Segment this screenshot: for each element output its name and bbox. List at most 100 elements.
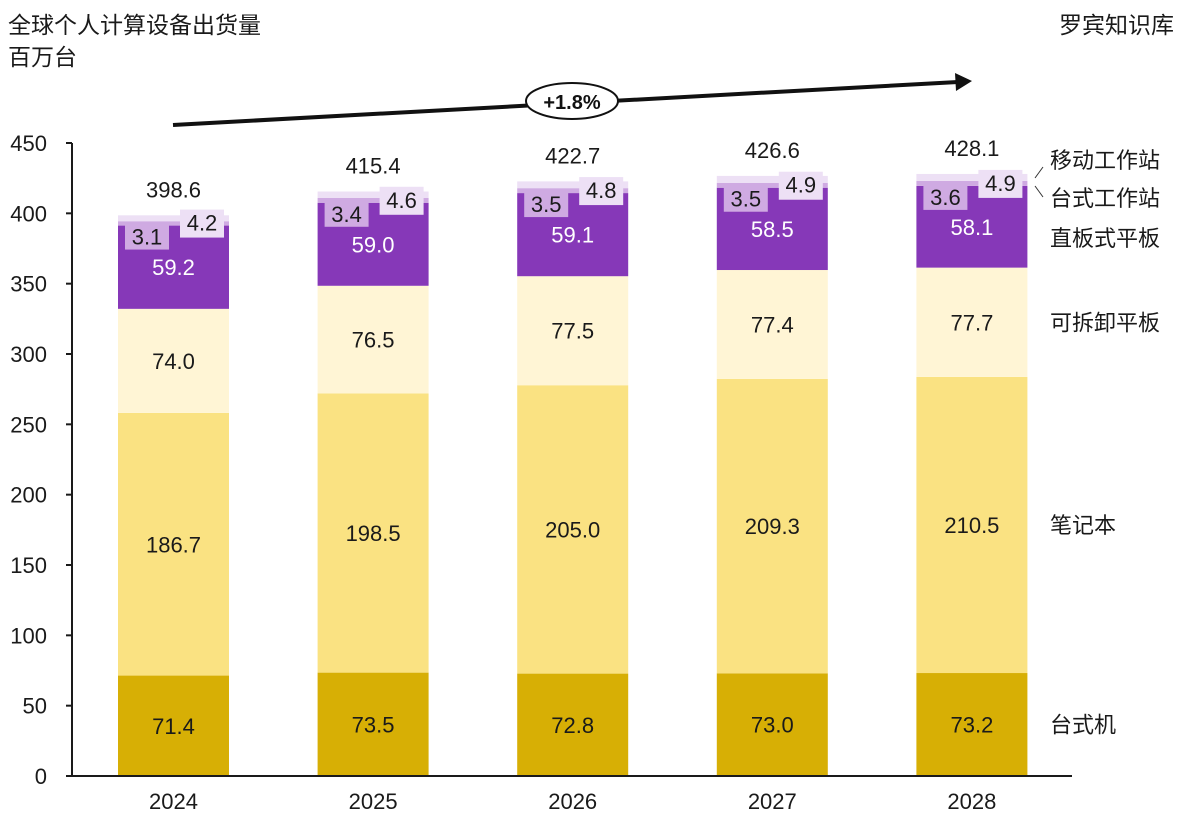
bar-segment-2026-0: [517, 673, 629, 776]
bar-segment-2025-4: [317, 198, 429, 203]
bar-segment-2025-5: [317, 191, 429, 199]
total-label: 398.6: [146, 177, 201, 202]
leader-line-mobile-workstation: [1034, 166, 1044, 179]
data-label: 3.5: [531, 192, 562, 217]
bar-segment-2025-2: [317, 285, 429, 394]
legend-entry: 移动工作站: [1050, 149, 1160, 174]
bar-segment-2024-1: [118, 412, 229, 676]
label-box-desktop-workstation: [324, 200, 369, 227]
data-label: 73.5: [352, 712, 395, 737]
data-label: 198.5: [346, 521, 401, 546]
x-tick-label: 2028: [947, 789, 996, 814]
bar-segment-2024-2: [118, 308, 229, 413]
arrow-head-icon: [955, 73, 972, 91]
data-label: 59.0: [352, 232, 395, 257]
bar-segment-2028-1: [916, 376, 1028, 674]
y-tick-label: 450: [10, 131, 47, 156]
bar-segment-2027-1: [716, 378, 828, 674]
data-label: 59.1: [551, 223, 594, 248]
data-label: 71.4: [152, 714, 195, 739]
total-label: 428.1: [944, 136, 999, 161]
title-unit: 百万台: [8, 45, 77, 71]
bar-segment-2027-2: [716, 270, 828, 379]
legend-entry: 台式机: [1050, 714, 1116, 739]
data-label: 72.8: [551, 713, 594, 738]
x-tick-label: 2026: [548, 789, 597, 814]
data-label: 73.0: [751, 713, 794, 738]
x-tick-label: 2027: [748, 789, 797, 814]
data-label: 3.6: [930, 185, 961, 210]
data-label: 76.5: [352, 328, 395, 353]
data-label: 4.8: [586, 178, 617, 203]
legend-entry: 台式工作站: [1050, 187, 1160, 212]
legend-entry: 可拆卸平板: [1050, 311, 1160, 336]
bar-segment-2025-0: [317, 672, 429, 776]
y-tick-label: 150: [10, 553, 47, 578]
data-label: 59.2: [152, 255, 195, 280]
labels-layer: 71.4 186.7 74.0 59.2 3.1 4.2 398.6 73.5 198.5 76.…: [125, 136, 1023, 739]
data-label: 4.9: [985, 171, 1016, 196]
label-box-mobile-workstation: [379, 186, 424, 215]
data-label: 4.6: [386, 188, 417, 213]
bar-segment-2024-5: [118, 215, 229, 222]
y-tick-label: 0: [35, 764, 47, 789]
data-label: 186.7: [146, 532, 201, 557]
total-label: 426.6: [745, 138, 800, 163]
data-label: 209.3: [745, 514, 800, 539]
legend-entry: 直板式平板: [1050, 227, 1160, 252]
data-label: 77.7: [950, 310, 993, 335]
cagr-label: +1.8%: [543, 92, 600, 114]
bar-segment-2028-4: [916, 180, 1028, 186]
bar-segment-2028-0: [916, 673, 1028, 776]
y-tick-label: 400: [10, 201, 47, 226]
data-label: 4.2: [187, 211, 218, 236]
legend-entry: 笔记本: [1050, 514, 1116, 539]
bar-segment-2028-5: [916, 173, 1028, 181]
data-label: 58.5: [751, 217, 794, 242]
y-tick-label: 200: [10, 483, 47, 508]
data-label: 77.4: [751, 312, 794, 337]
legend-layer: 台式机 笔记本 可拆卸平板 直板式平板 台式工作站 移动工作站: [1034, 149, 1160, 739]
label-box-desktop-workstation: [923, 183, 968, 210]
bar-segment-2025-1: [317, 393, 429, 673]
data-label: 58.1: [950, 215, 993, 240]
y-tick-label: 100: [10, 623, 47, 648]
cagr-badge: [525, 82, 619, 120]
bar-segment-2024-4: [118, 221, 229, 226]
data-label: 77.5: [551, 319, 594, 344]
data-label: 4.9: [786, 173, 817, 198]
bar-segment-2027-5: [716, 175, 828, 183]
y-tick-label: 50: [23, 694, 47, 719]
data-label: 205.0: [545, 517, 600, 542]
bar-segment-2026-5: [517, 181, 629, 189]
label-box-mobile-workstation: [180, 209, 224, 238]
bar-segment-2027-4: [716, 182, 828, 188]
title-line-1: 全球个人计算设备出货量: [8, 13, 261, 39]
bar-segment-2026-1: [517, 385, 629, 674]
cagr-annotation: +1.8%: [172, 73, 972, 127]
y-tick-label: 250: [10, 412, 47, 437]
bar-segment-2027-0: [716, 673, 828, 776]
total-label: 415.4: [346, 154, 401, 179]
x-tick-label: 2024: [149, 789, 198, 814]
label-box-mobile-workstation: [978, 169, 1023, 198]
data-label: 74.0: [152, 349, 195, 374]
data-label: 73.2: [950, 713, 993, 738]
total-label: 422.7: [545, 143, 600, 168]
y-tick-label: 350: [10, 272, 47, 297]
bar-segment-2028-2: [916, 267, 1028, 377]
leader-line-desktop-workstation: [1034, 185, 1044, 198]
label-box-mobile-workstation: [579, 177, 624, 206]
bar-segment-2026-4: [517, 188, 629, 194]
data-label: 210.5: [944, 513, 999, 538]
chart-title: 全球个人计算设备出货量 百万台: [8, 10, 261, 74]
y-tick-label: 300: [10, 342, 47, 367]
label-box-desktop-workstation: [723, 185, 768, 212]
label-box-desktop-workstation: [125, 223, 169, 250]
label-box-desktop-workstation: [524, 191, 569, 218]
bars-layer: [118, 173, 1028, 776]
data-label: 3.5: [731, 187, 762, 212]
bar-segment-2026-2: [517, 276, 629, 386]
axes-layer: 2024 2025 2026 2027 2028 0 50 100 150 200 250 300 35…: [10, 131, 1072, 814]
